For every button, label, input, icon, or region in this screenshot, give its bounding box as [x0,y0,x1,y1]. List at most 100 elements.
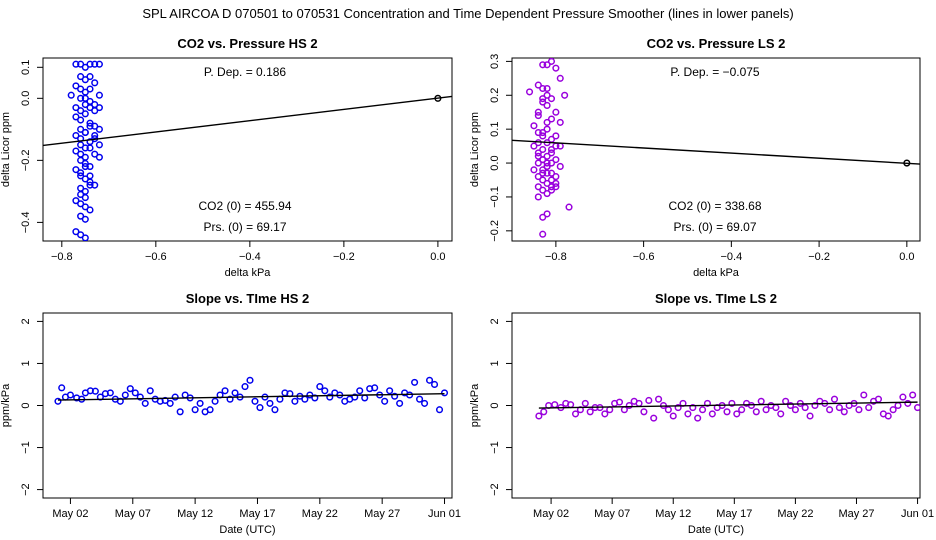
panel-title: CO2 vs. Pressure LS 2 [647,36,786,51]
data-point [95,141,103,149]
fit-line [538,401,918,409]
data-point [126,385,134,393]
data-point [326,393,334,401]
data-point [86,119,94,127]
data-point [547,149,556,157]
fit-line [512,139,920,165]
data-point [86,60,94,68]
data-point [77,73,85,81]
data-point [421,399,429,407]
data-point [77,85,85,93]
data-point [543,101,551,109]
data-point [689,404,697,412]
data-point [914,404,920,412]
x-tick-label: May 27 [838,508,874,520]
data-point [66,391,74,399]
data-point [664,406,672,414]
data-point [534,159,542,167]
data-point [91,387,99,395]
data-point [191,406,199,414]
data-point [543,190,551,198]
data-point [306,391,314,399]
series-points [54,376,449,416]
data-point [91,122,99,130]
data-point [539,84,547,93]
y-tick-label: −1 [489,441,501,454]
data-point [752,408,760,416]
data-point [539,176,547,184]
data-point [543,169,551,177]
data-point [899,393,907,401]
data-point [551,401,559,409]
data-point [606,406,614,414]
data-point [777,410,785,418]
x-axis-label: delta kPa [693,267,740,279]
data-point [91,181,99,189]
data-point [91,150,99,158]
data-point [246,376,254,384]
data-point [530,122,538,130]
data-point [301,395,309,403]
data-point [782,397,790,405]
data-point [411,378,419,386]
data-point [543,162,551,170]
y-tick-label: −0.2 [489,220,501,242]
x-tick-label: −0.2 [808,251,830,263]
x-tick-label: May 02 [533,508,569,520]
data-point [534,173,542,181]
x-tick-label: May 17 [716,508,752,520]
y-tick-label: −2 [20,483,32,496]
data-point [539,156,547,164]
data-point [141,399,149,407]
y-axis-label: ppm/kPa [0,383,12,427]
y-tick-label: 2 [489,318,501,324]
x-tick-label: May 27 [364,508,400,520]
y-tick-label: 0.3 [489,54,501,69]
panel-slope-time-hs: Slope vs. TIme HS 2 May 02 May 07 May 12 Ma… [0,291,461,536]
data-point [806,412,814,420]
data-point [534,129,542,137]
data-point [435,406,444,414]
data-point [77,231,85,239]
data-point [723,408,731,416]
data-point [539,213,547,221]
y-axis-label: ppm/kPa [469,383,481,427]
data-point [91,107,99,115]
annotation-text: CO2 (0) = 455.94 [198,199,291,213]
data-point [91,131,99,140]
data-point [81,234,89,241]
data-point [561,91,569,99]
data-point [826,406,834,414]
data-point [386,387,394,395]
data-point [91,60,99,68]
data-point [81,194,89,202]
panel-title: CO2 vs. Pressure HS 2 [177,36,317,51]
data-point [547,145,556,154]
data-point [166,399,174,407]
data-point [86,206,94,214]
data-point [86,181,94,189]
data-point [241,383,249,391]
y-tick-label: 0.1 [489,122,501,137]
data-point [539,132,547,140]
plot-frame [511,57,921,242]
y-tick-label: 1 [489,360,501,366]
x-axis-label: delta kPa [225,267,272,279]
data-point [81,128,89,136]
data-point [801,404,809,412]
data-point [356,387,364,395]
data-point [534,152,542,160]
data-point [909,391,917,399]
data-point [539,95,547,103]
data-point [86,104,94,112]
data-point [539,169,547,177]
data-point [640,408,648,416]
data-point [77,125,85,133]
data-point [547,176,556,184]
data-point [530,166,538,174]
data-point [391,392,399,400]
data-point [543,84,551,93]
y-tick-label: −0.1 [489,186,501,208]
data-point [552,64,560,72]
data-point [539,98,547,106]
